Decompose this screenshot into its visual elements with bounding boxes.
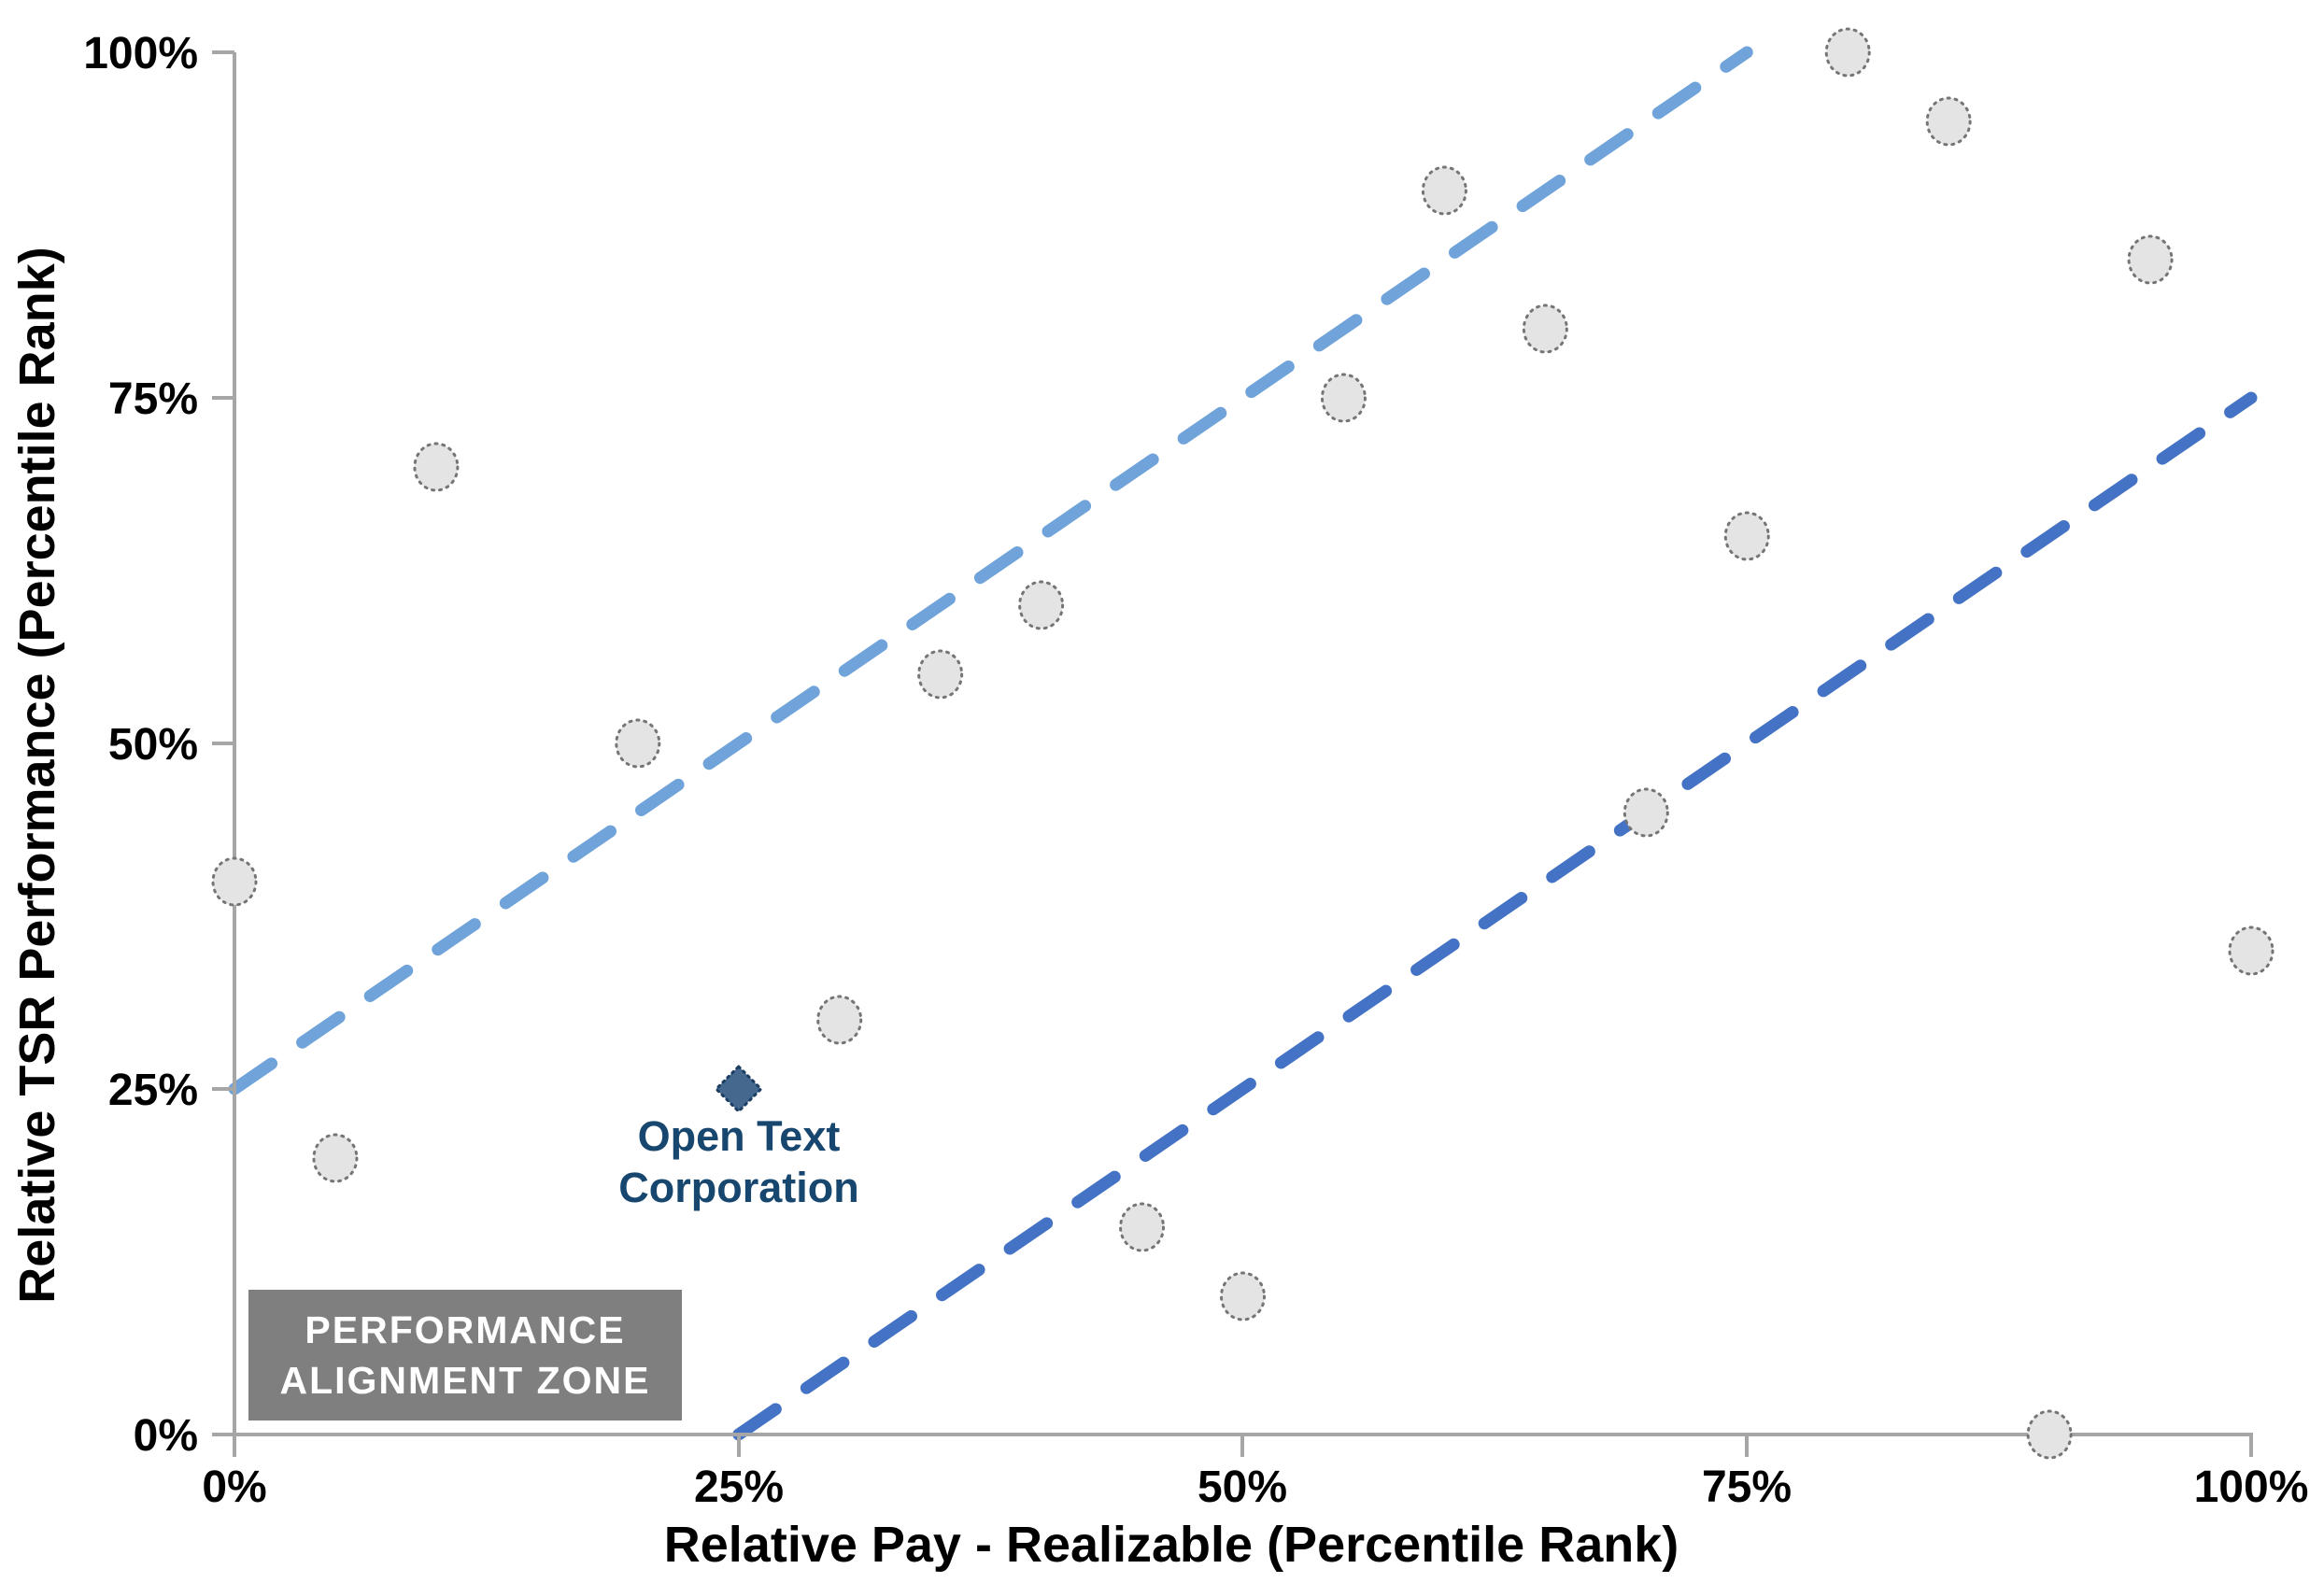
y-tick-label-0: 0% bbox=[134, 1411, 198, 1461]
subject-label-line1: Open Text bbox=[638, 1112, 841, 1160]
y-tick-labels: 100% 75% 50% 25% 0% bbox=[83, 29, 198, 1461]
x-tick-label-100: 100% bbox=[2194, 1463, 2309, 1512]
peer-point bbox=[1925, 96, 1972, 147]
subject-point bbox=[714, 1064, 763, 1114]
zone-label-line1: PERFORMANCE bbox=[305, 1308, 625, 1351]
peer-point bbox=[1018, 580, 1065, 630]
alignment-zone-boundaries bbox=[228, 46, 2258, 1441]
peer-point bbox=[413, 442, 460, 492]
y-tick-label-100: 100% bbox=[83, 29, 198, 78]
peer-point bbox=[1320, 373, 1367, 423]
x-tick-label-0: 0% bbox=[202, 1463, 266, 1512]
x-tick-label-50: 50% bbox=[1197, 1463, 1287, 1512]
peer-point bbox=[1220, 1271, 1266, 1322]
peer-point bbox=[2127, 234, 2174, 285]
peer-point bbox=[1824, 27, 1871, 78]
peer-point bbox=[211, 856, 258, 907]
y-tick-label-50: 50% bbox=[108, 720, 198, 770]
data-points bbox=[211, 27, 2274, 1460]
peer-point bbox=[917, 649, 964, 700]
alignment-zone-lower-boundary bbox=[732, 391, 2258, 1441]
performance-alignment-zone-callout: PERFORMANCE ALIGNMENT ZONE bbox=[248, 1290, 682, 1420]
peer-point bbox=[1421, 165, 1467, 216]
zone-label-line2: ALIGNMENT ZONE bbox=[280, 1359, 651, 1402]
peer-point bbox=[615, 718, 661, 769]
y-tick-label-25: 25% bbox=[108, 1066, 198, 1115]
x-axis-title: Relative Pay - Realizable (Percentile Ra… bbox=[664, 1517, 1679, 1573]
y-tick-label-75: 75% bbox=[108, 375, 198, 424]
peer-point bbox=[312, 1133, 359, 1183]
peer-point bbox=[816, 995, 863, 1045]
axes bbox=[212, 50, 2253, 1457]
x-tick-label-25: 25% bbox=[694, 1463, 784, 1512]
y-axis-title: Relative TSR Performance (Percentile Ran… bbox=[9, 247, 65, 1303]
x-tick-label-75: 75% bbox=[1702, 1463, 1792, 1512]
subject-label-line2: Corporation bbox=[618, 1164, 858, 1211]
peer-point bbox=[1522, 304, 1568, 354]
subject-company-label: Open Text Corporation bbox=[618, 1112, 858, 1211]
alignment-zone-upper-boundary bbox=[228, 46, 1753, 1095]
peer-point bbox=[2026, 1409, 2073, 1460]
peer-point bbox=[2228, 926, 2274, 976]
x-tick-labels: 0% 25% 50% 75% 100% bbox=[202, 1463, 2308, 1512]
zone-box bbox=[248, 1290, 682, 1420]
peer-point bbox=[1623, 787, 1669, 838]
peer-point bbox=[1723, 511, 1770, 561]
peer-point bbox=[1119, 1202, 1166, 1252]
